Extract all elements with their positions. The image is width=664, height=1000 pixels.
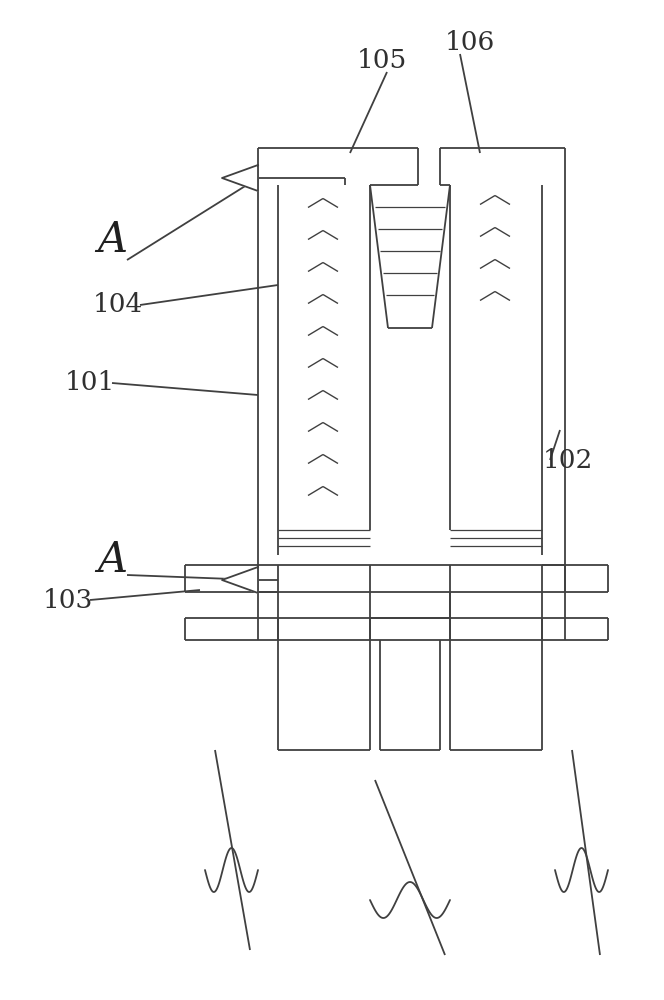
Text: A: A	[97, 219, 127, 261]
Text: A: A	[97, 539, 127, 581]
Polygon shape	[222, 165, 258, 191]
Text: 103: 103	[42, 587, 93, 612]
Text: 105: 105	[357, 47, 407, 73]
Polygon shape	[222, 567, 258, 593]
Text: 104: 104	[93, 292, 143, 318]
Text: 102: 102	[542, 448, 593, 473]
Text: 101: 101	[65, 370, 115, 395]
Text: 106: 106	[445, 29, 495, 54]
